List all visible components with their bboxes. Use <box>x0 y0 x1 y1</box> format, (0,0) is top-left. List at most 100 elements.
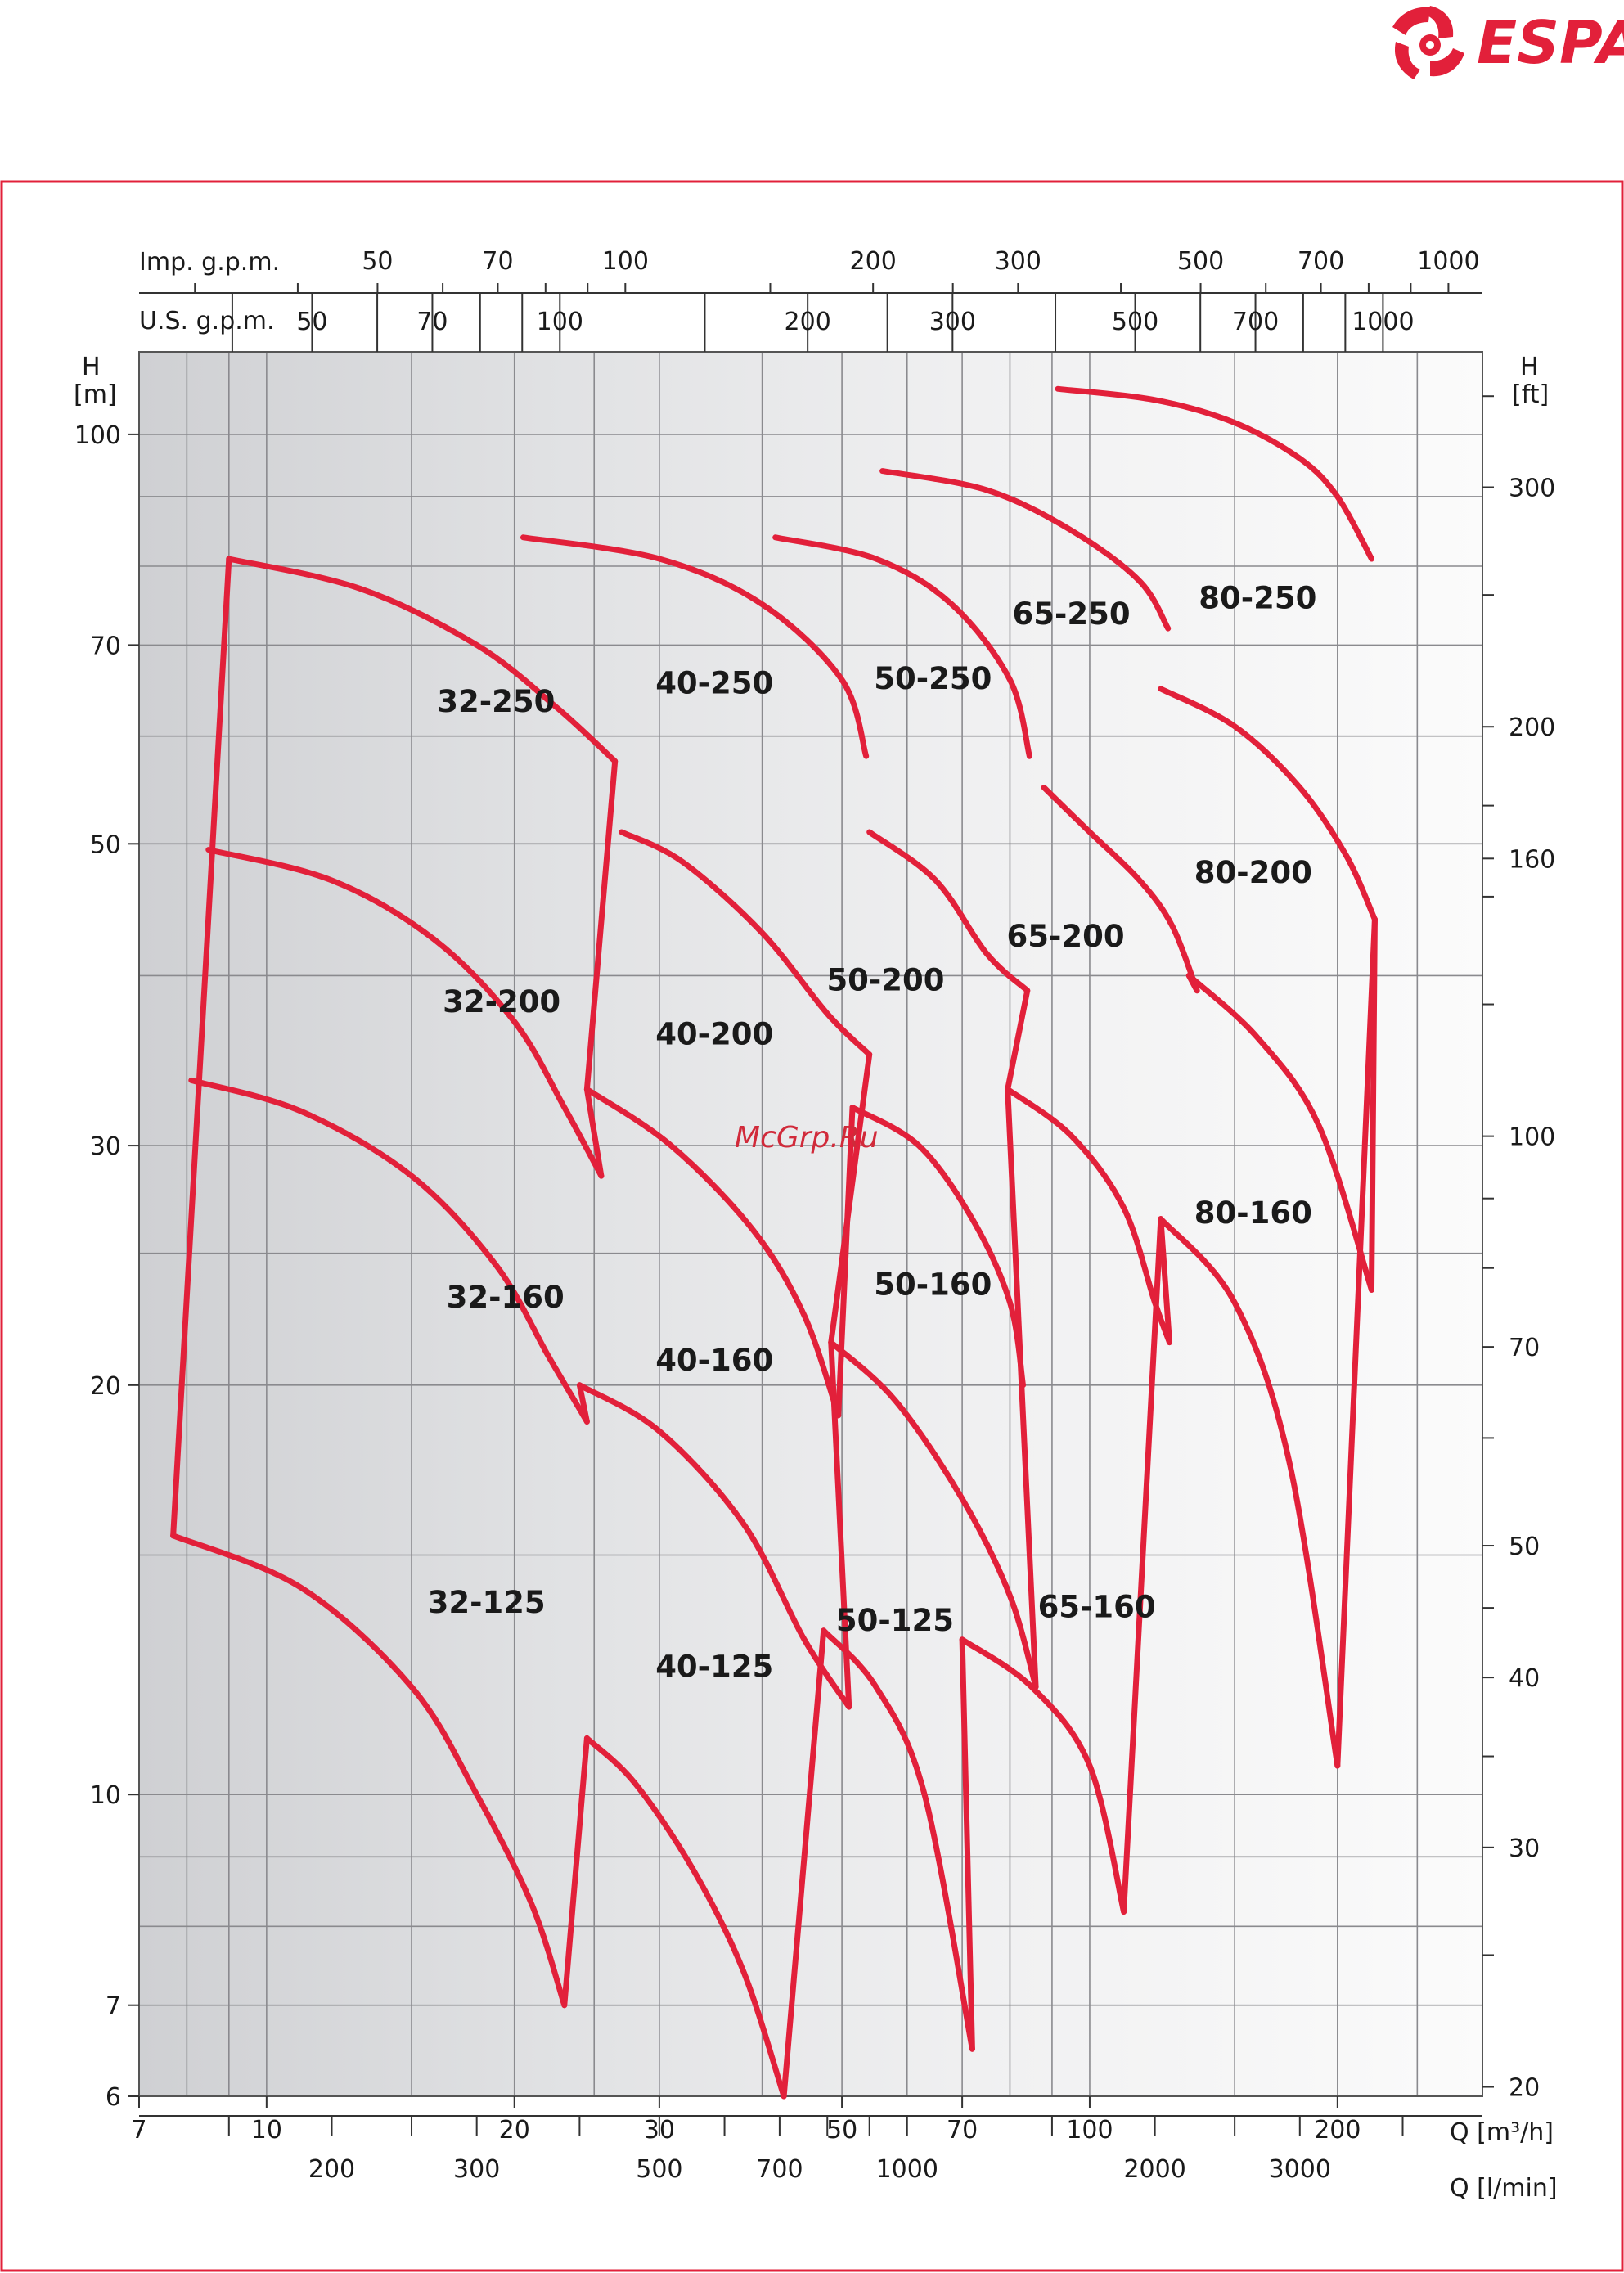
envelope-edge <box>1005 988 1031 1092</box>
lmin-tick-label: 300 <box>453 2155 500 2184</box>
y-tick-label: 50 <box>90 830 121 859</box>
ft-tick-label: 50 <box>1509 1533 1540 1561</box>
q-lmin-axis-title: Q [l/min] <box>1450 2174 1558 2203</box>
lmin-tick-label: 3000 <box>1269 2155 1331 2184</box>
envelope-edge <box>959 1636 975 2052</box>
imp-gpm-tick-label: 1000 <box>1417 247 1479 276</box>
imp-gpm-tick-label: 200 <box>850 247 897 276</box>
h-m-axis-unit: [m] <box>74 380 117 409</box>
imp-gpm-tick-label: 300 <box>995 247 1041 276</box>
y-tick-label: 7 <box>106 1992 121 2021</box>
curve-40-250-wide- <box>520 534 870 759</box>
h-ft-axis-title: H <box>1520 353 1539 381</box>
y-tick-label: 70 <box>90 632 121 660</box>
us-gpm-tick-label: 50 <box>296 308 327 336</box>
imp-gpm-axis-title: Imp. g.p.m. <box>139 248 280 277</box>
imp-gpm-tick-label: 100 <box>602 247 649 276</box>
ft-tick-label: 300 <box>1509 475 1555 503</box>
us-gpm-tick-label: 500 <box>1112 308 1158 336</box>
curve-40-250 <box>619 829 873 1058</box>
us-gpm-axis-title: U.S. g.p.m. <box>139 307 275 335</box>
envelope-edge <box>576 1382 590 1425</box>
x-tick-label: 7 <box>131 2116 146 2145</box>
curve-label-50-125: 50-125 <box>836 1603 954 1638</box>
curve-label-80-250: 80-250 <box>1199 580 1316 615</box>
curve-50-160 <box>828 1339 1039 1690</box>
x-tick-label: 50 <box>826 2116 857 2145</box>
curve-32-125 <box>170 1533 568 2009</box>
envelope-edge <box>561 1735 590 2009</box>
envelope-edge <box>781 1627 827 2100</box>
x-tick-label: 100 <box>1066 2116 1113 2145</box>
curve-32-160 <box>188 1077 590 1425</box>
curve-labels: 32-125 32-160 32-200 32-250 40-125 40-160 40-2… <box>428 580 1317 1684</box>
y-tick-label: 100 <box>74 421 121 450</box>
imp-gpm-tick-label: 700 <box>1298 247 1344 276</box>
curve-label-65-200: 65-200 <box>1007 919 1125 954</box>
envelope-edge <box>583 758 619 1092</box>
us-gpm-tick-label: 1000 <box>1352 308 1414 336</box>
ft-tick-label: 20 <box>1509 2074 1540 2103</box>
curve-label-80-160: 80-160 <box>1194 1195 1312 1231</box>
imp-gpm-tick-label: 50 <box>362 247 393 276</box>
curve-label-50-200: 50-200 <box>826 963 944 998</box>
watermark: McGrp.Ru <box>735 1121 879 1155</box>
curve-label-32-125: 32-125 <box>428 1585 546 1620</box>
curve-50-250-wide- <box>772 534 1032 759</box>
imp-gpm-tick-label: 500 <box>1177 247 1224 276</box>
envelope-edge <box>170 556 232 1539</box>
curve-label-50-160: 50-160 <box>874 1267 992 1303</box>
curve-50-250 <box>866 829 1031 994</box>
curve-80-250-wide- <box>1055 385 1374 562</box>
h-ft-axis-unit: [ft] <box>1512 380 1549 409</box>
lmin-tick-label: 500 <box>636 2155 682 2184</box>
curve-32-200 <box>205 847 605 1179</box>
brand-name: ESPA <box>1477 8 1624 77</box>
curve-65-250-wide- <box>879 468 1172 632</box>
x-tick-label: 200 <box>1314 2116 1361 2145</box>
ft-tick-label: 200 <box>1509 713 1555 742</box>
us-gpm-tick-label: 100 <box>537 308 583 336</box>
us-gpm-tick-label: 700 <box>1232 308 1279 336</box>
lmin-tick-label: 200 <box>308 2155 355 2184</box>
envelope-edge <box>828 1339 852 1710</box>
ft-tick-label: 70 <box>1509 1334 1540 1362</box>
ft-tick-label: 30 <box>1509 1834 1540 1863</box>
curve-label-40-250: 40-250 <box>655 665 773 700</box>
imp-gpm-tick-label: 70 <box>482 247 513 276</box>
curve-label-32-200: 32-200 <box>443 984 560 1019</box>
envelope-edge <box>1185 972 1200 994</box>
us-gpm-tick-label: 200 <box>785 308 831 336</box>
curve-80-160 <box>1158 1216 1341 1769</box>
curve-50-125 <box>821 1627 975 2052</box>
envelope-edge <box>828 1051 873 1346</box>
curve-label-32-160: 32-160 <box>447 1280 565 1315</box>
curve-40-125 <box>583 1735 787 2100</box>
curve-label-40-160: 40-160 <box>655 1343 773 1378</box>
y-tick-label: 30 <box>90 1132 121 1161</box>
lmin-tick-label: 700 <box>756 2155 803 2184</box>
h-m-axis-title: H <box>82 353 101 381</box>
curve-40-200 <box>583 1086 842 1419</box>
curve-label-32-250: 32-250 <box>437 684 555 719</box>
x-tick-label: 20 <box>499 2116 530 2145</box>
curve-80-250 <box>1158 686 1378 923</box>
ft-tick-label: 40 <box>1509 1664 1540 1693</box>
envelope-edge <box>1005 1086 1039 1690</box>
impeller-icon <box>1392 6 1464 79</box>
pump-curves <box>170 385 1378 2100</box>
y-tick-label: 20 <box>90 1372 121 1401</box>
espa-logo: ESPA <box>1392 6 1624 79</box>
curve-65-250 <box>1041 785 1200 994</box>
us-gpm-tick-label: 300 <box>929 308 976 336</box>
envelope-edge <box>835 1104 856 1419</box>
envelope-edge <box>1334 916 1378 1769</box>
curve-32-250 <box>226 556 619 764</box>
q-m3h-axis-title: Q [m³/h] <box>1450 2118 1554 2147</box>
curve-label-50-250: 50-250 <box>874 661 992 696</box>
y-tick-label: 10 <box>90 1781 121 1810</box>
curve-label-65-250: 65-250 <box>1013 596 1131 632</box>
envelope-edge <box>583 1086 605 1179</box>
chart-frame <box>0 180 1624 2272</box>
